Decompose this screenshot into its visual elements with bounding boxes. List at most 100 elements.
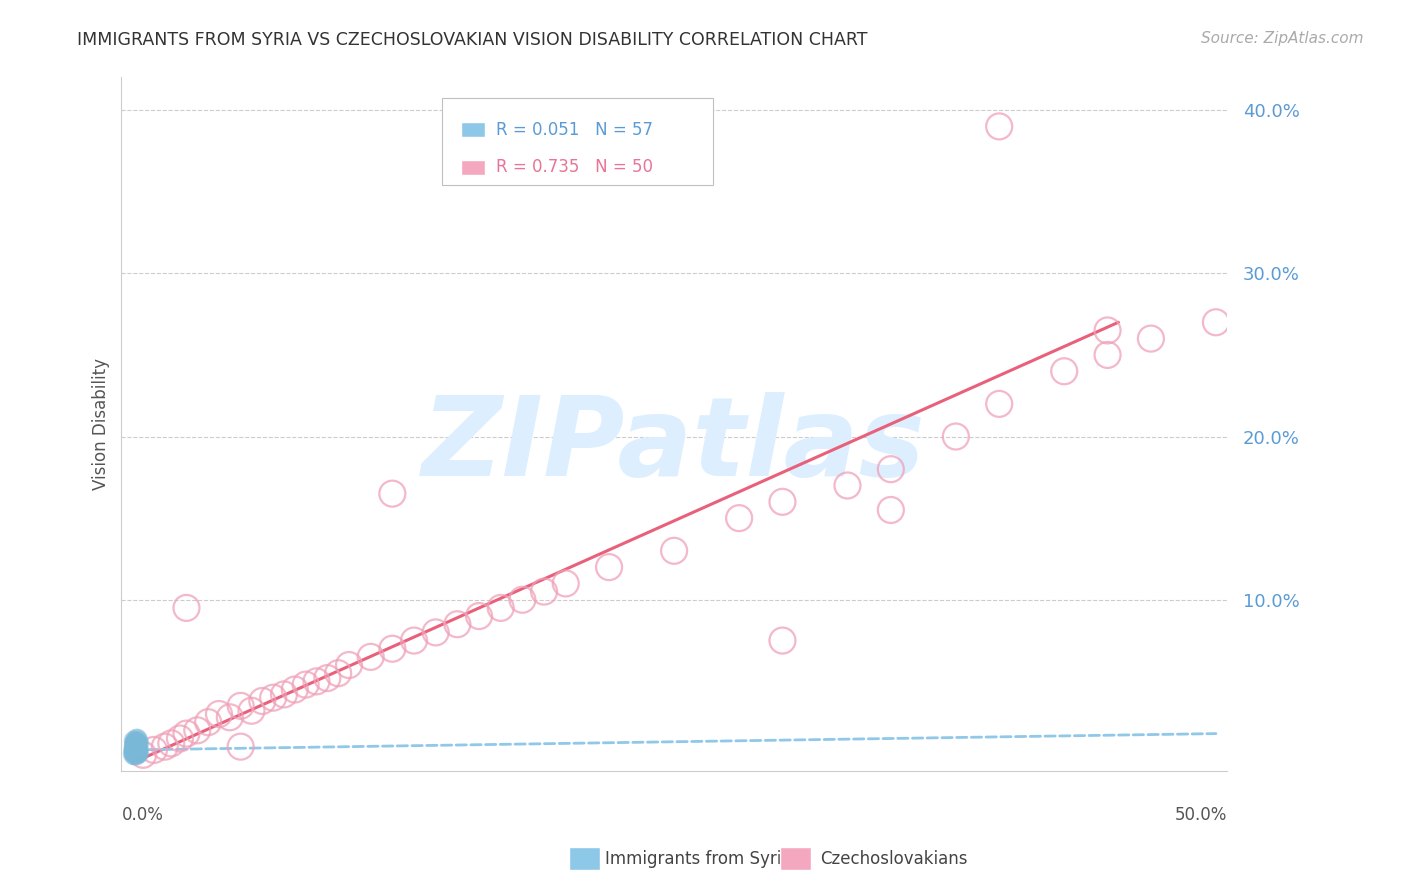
- Text: ZIPatlas: ZIPatlas: [422, 392, 927, 499]
- Point: [945, 429, 967, 443]
- Point: [262, 690, 284, 705]
- Point: [229, 739, 252, 754]
- Point: [127, 735, 149, 749]
- Point: [229, 698, 252, 713]
- Point: [122, 745, 145, 759]
- Point: [127, 743, 149, 757]
- Point: [122, 736, 145, 750]
- Point: [160, 736, 183, 750]
- Point: [122, 738, 145, 752]
- Point: [1140, 332, 1163, 346]
- Y-axis label: Vision Disability: Vision Disability: [93, 359, 110, 491]
- Point: [132, 747, 155, 762]
- Point: [125, 741, 148, 756]
- Point: [328, 666, 350, 681]
- Point: [316, 671, 339, 685]
- Point: [169, 731, 191, 746]
- Point: [124, 731, 146, 746]
- Point: [124, 738, 146, 752]
- Point: [125, 736, 148, 750]
- Point: [124, 745, 146, 759]
- Point: [122, 741, 145, 756]
- Point: [128, 736, 150, 750]
- Point: [122, 741, 145, 756]
- Point: [125, 741, 148, 756]
- Point: [122, 733, 145, 747]
- Point: [728, 511, 751, 525]
- Point: [125, 743, 148, 757]
- Point: [125, 738, 148, 752]
- Point: [598, 560, 620, 574]
- Point: [122, 745, 145, 759]
- Point: [122, 741, 145, 756]
- Point: [772, 633, 794, 648]
- Point: [124, 741, 146, 756]
- Text: Immigrants from Syria: Immigrants from Syria: [605, 850, 792, 868]
- Point: [122, 735, 145, 749]
- Point: [122, 745, 145, 759]
- Point: [124, 739, 146, 754]
- Point: [1205, 315, 1227, 329]
- Point: [880, 462, 903, 476]
- Point: [125, 739, 148, 754]
- Point: [124, 745, 146, 759]
- Point: [1097, 348, 1119, 362]
- Point: [197, 715, 219, 730]
- Point: [125, 736, 148, 750]
- Point: [305, 674, 328, 689]
- Point: [122, 743, 145, 757]
- Point: [127, 736, 149, 750]
- Point: [1097, 323, 1119, 337]
- FancyBboxPatch shape: [441, 98, 713, 185]
- Point: [512, 592, 534, 607]
- Text: IMMIGRANTS FROM SYRIA VS CZECHOSLOVAKIAN VISION DISABILITY CORRELATION CHART: IMMIGRANTS FROM SYRIA VS CZECHOSLOVAKIAN…: [77, 31, 868, 49]
- Point: [125, 746, 148, 760]
- Point: [121, 746, 143, 760]
- Point: [127, 743, 149, 757]
- Point: [252, 694, 274, 708]
- Point: [125, 731, 148, 746]
- Point: [425, 625, 447, 640]
- Point: [122, 738, 145, 752]
- Point: [381, 486, 404, 500]
- Point: [273, 688, 295, 702]
- Point: [124, 739, 146, 754]
- Point: [402, 633, 425, 648]
- Text: Czechoslovakians: Czechoslovakians: [820, 850, 967, 868]
- Text: Source: ZipAtlas.com: Source: ZipAtlas.com: [1201, 31, 1364, 46]
- Point: [240, 704, 263, 718]
- Point: [153, 739, 176, 754]
- Point: [125, 747, 148, 762]
- Text: R = 0.735   N = 50: R = 0.735 N = 50: [496, 158, 654, 176]
- Text: 0.0%: 0.0%: [121, 805, 163, 824]
- Point: [988, 397, 1011, 411]
- Point: [125, 745, 148, 759]
- Point: [122, 735, 145, 749]
- Point: [186, 723, 208, 738]
- Point: [127, 733, 149, 747]
- Point: [127, 739, 149, 754]
- Point: [381, 641, 404, 656]
- Point: [1053, 364, 1076, 378]
- Point: [124, 735, 146, 749]
- Point: [125, 736, 148, 750]
- Point: [772, 495, 794, 509]
- Point: [360, 649, 382, 664]
- Point: [533, 584, 555, 599]
- Point: [122, 743, 145, 757]
- Point: [125, 735, 148, 749]
- Point: [124, 747, 146, 762]
- Point: [337, 658, 360, 673]
- Text: 50.0%: 50.0%: [1174, 805, 1227, 824]
- Point: [284, 682, 307, 697]
- Point: [218, 710, 240, 724]
- Point: [125, 743, 148, 757]
- Point: [662, 543, 685, 558]
- Point: [880, 503, 903, 517]
- Point: [124, 747, 146, 762]
- Point: [125, 735, 148, 749]
- Point: [988, 120, 1011, 134]
- Point: [468, 609, 491, 624]
- Text: R = 0.051   N = 57: R = 0.051 N = 57: [496, 120, 654, 138]
- Point: [489, 601, 512, 615]
